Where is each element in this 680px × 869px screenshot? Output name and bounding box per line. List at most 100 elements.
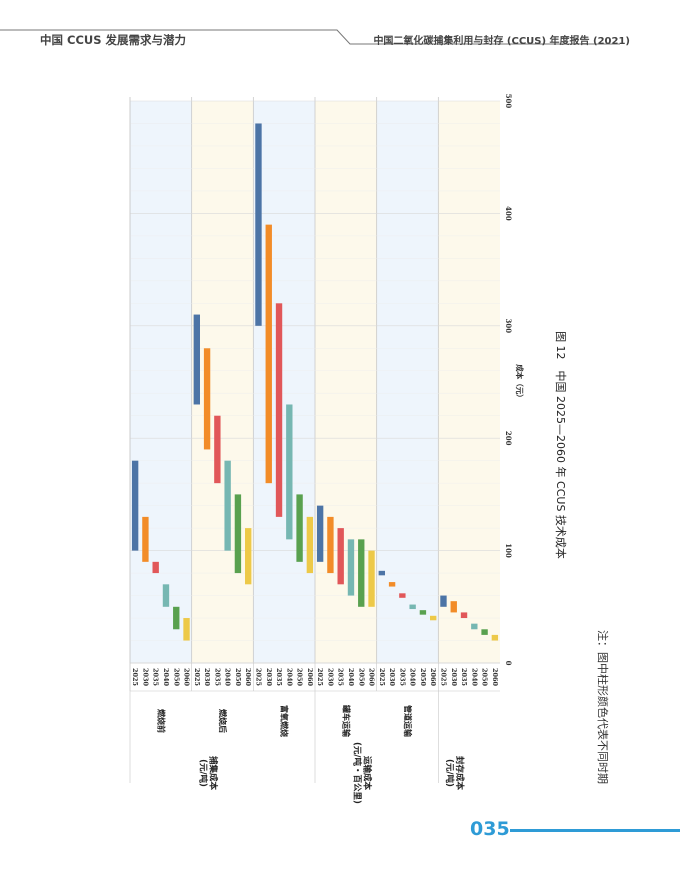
year-label: 2040 xyxy=(162,668,170,687)
year-label: 2060 xyxy=(244,668,252,687)
bar-富氧燃烧-2025 xyxy=(255,123,262,326)
bar-富氧燃烧-2035 xyxy=(275,303,283,517)
bar-燃烧后-2050 xyxy=(234,494,242,574)
tick-label: 100 xyxy=(504,543,513,558)
year-label: 2030 xyxy=(203,668,211,687)
year-label: 2025 xyxy=(131,668,139,687)
tick-label: 0 xyxy=(504,661,513,666)
year-label: 2035 xyxy=(398,668,406,687)
bar-燃烧前-2035 xyxy=(152,561,159,574)
group-band xyxy=(191,101,254,663)
bar-燃烧前-2025 xyxy=(131,460,139,551)
chart-title: 图 12 中国 2025—2060 年 CCUS 技术成本 xyxy=(554,331,568,559)
bar-管道运输-2040 xyxy=(409,604,416,610)
bar-罐车运输-2060 xyxy=(368,550,375,607)
year-label: 2060 xyxy=(368,668,376,687)
bar-group-5-2050 xyxy=(481,629,488,635)
group-band xyxy=(315,101,377,663)
year-label: 2030 xyxy=(450,668,458,687)
bar-管道运输-2060 xyxy=(430,615,437,621)
group-band xyxy=(253,101,315,663)
year-label: 2050 xyxy=(419,668,427,687)
bar-燃烧后-2060 xyxy=(245,528,252,585)
header-left-title: 中国 CCUS 发展需求与潜力 xyxy=(40,33,187,47)
bar-燃烧前-2050 xyxy=(173,606,180,630)
year-label: 2060 xyxy=(306,668,314,687)
year-label: 2025 xyxy=(378,668,386,687)
bar-管道运输-2035 xyxy=(399,593,406,598)
year-label: 2030 xyxy=(326,668,334,687)
year-label: 2040 xyxy=(224,668,232,687)
year-label: 2050 xyxy=(481,668,489,687)
bar-group-5-2040 xyxy=(471,623,478,630)
group-name-管道运输: 管道运输 xyxy=(403,705,413,738)
tick-label: 300 xyxy=(504,318,513,333)
bar-燃烧前-2030 xyxy=(142,516,149,562)
group-name-罐车运输: 罐车运输 xyxy=(341,704,351,738)
bar-罐车运输-2035 xyxy=(337,528,344,585)
year-label: 2025 xyxy=(439,668,447,687)
bar-group-5-2035 xyxy=(460,612,468,619)
page-number: 035 xyxy=(470,818,510,840)
bar-管道运输-2050 xyxy=(419,610,427,615)
year-label: 2040 xyxy=(285,668,293,687)
year-label: 2035 xyxy=(337,668,345,687)
bar-group-5-2030 xyxy=(450,601,457,613)
bar-富氧燃烧-2060 xyxy=(306,516,314,574)
bar-管道运输-2030 xyxy=(388,582,396,587)
bar-燃烧后-2040 xyxy=(224,460,231,551)
axis-label: 成本（元） xyxy=(515,364,525,402)
year-label: 2040 xyxy=(347,668,355,687)
bar-燃烧后-2035 xyxy=(214,415,221,484)
year-label: 2050 xyxy=(172,668,180,687)
year-label: 2060 xyxy=(429,668,437,687)
year-label: 2050 xyxy=(296,668,304,687)
year-label: 2035 xyxy=(152,668,160,687)
year-label: 2030 xyxy=(265,668,273,687)
bar-罐车运输-2050 xyxy=(358,539,365,607)
bar-燃烧前-2060 xyxy=(183,618,190,641)
tick-label: 200 xyxy=(504,431,513,446)
bar-富氧燃烧-2040 xyxy=(286,404,293,540)
group-name-富氧燃烧: 富氧燃烧 xyxy=(280,705,290,737)
year-label: 2030 xyxy=(388,668,396,687)
header-right-title: 中国二氧化碳捕集利用与封存 (CCUS) 年度报告 (2021) xyxy=(373,36,630,47)
year-label: 2040 xyxy=(409,668,417,687)
bar-富氧燃烧-2030 xyxy=(265,224,272,484)
year-label: 2060 xyxy=(491,668,499,687)
bar-燃烧后-2025 xyxy=(193,314,200,405)
major-group-label: 捕集成本(元/吨) xyxy=(197,756,218,791)
major-group-label: 封存成本(元/吨) xyxy=(444,756,465,791)
bar-group-5-2060 xyxy=(491,634,499,641)
year-label: 2060 xyxy=(183,668,191,687)
year-label: 2025 xyxy=(316,668,324,687)
year-label: 2035 xyxy=(460,668,468,687)
group-name-燃烧后: 燃烧后 xyxy=(218,709,228,733)
header-rule xyxy=(0,29,620,45)
bar-group-5-2025 xyxy=(440,595,447,607)
bar-罐车运输-2030 xyxy=(327,516,334,574)
year-label: 2025 xyxy=(193,668,201,687)
tick-label: 500 xyxy=(504,94,513,109)
year-label: 2035 xyxy=(213,668,221,687)
year-label: 2030 xyxy=(141,668,149,687)
group-name-燃烧前: 燃烧前 xyxy=(156,709,166,733)
bar-富氧燃烧-2050 xyxy=(296,494,303,562)
group-band xyxy=(438,101,500,663)
bar-罐车运输-2040 xyxy=(347,539,355,596)
year-label: 2025 xyxy=(254,668,262,687)
group-band xyxy=(130,101,192,663)
page-number-rule xyxy=(510,829,680,832)
bar-罐车运输-2025 xyxy=(316,505,324,562)
bar-燃烧后-2030 xyxy=(203,348,211,450)
tick-label: 400 xyxy=(504,206,513,221)
major-group-label: 运输成本(元/吨・百公里) xyxy=(351,742,372,804)
bar-燃烧前-2040 xyxy=(162,584,170,607)
bar-管道运输-2025 xyxy=(378,570,385,576)
chart-note: 注：图中柱形颜色代表不同时期 xyxy=(596,630,610,784)
year-label: 2040 xyxy=(470,668,478,687)
year-label: 2050 xyxy=(357,668,365,687)
group-band xyxy=(376,101,439,663)
year-label: 2035 xyxy=(275,668,283,687)
